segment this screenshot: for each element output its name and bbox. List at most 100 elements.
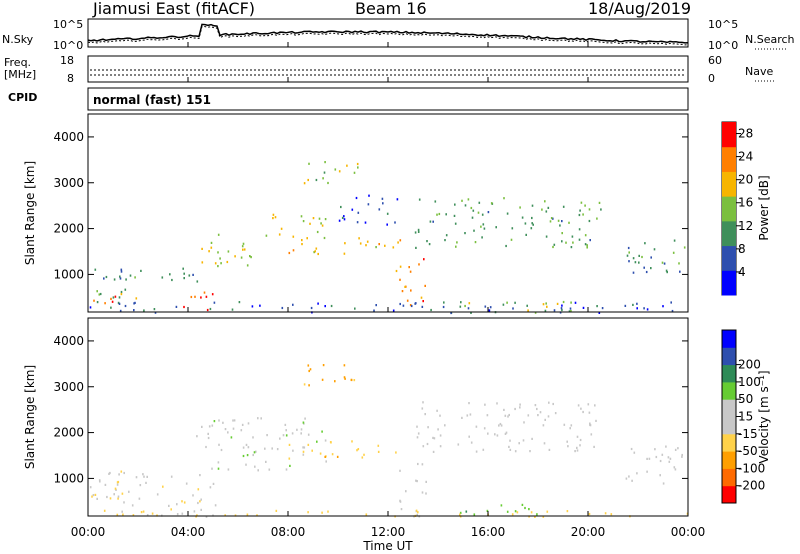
heatmap-cell xyxy=(351,208,354,211)
heatmap-cell xyxy=(486,414,489,417)
heatmap-cell xyxy=(129,274,132,277)
heatmap-cell xyxy=(212,482,215,485)
heatmap-cell xyxy=(408,266,410,269)
heatmap-cell xyxy=(317,302,319,305)
heatmap-cell xyxy=(542,303,545,306)
heatmap-cell xyxy=(256,514,258,517)
nave-label: Nave xyxy=(745,65,773,78)
heatmap-cell xyxy=(264,447,266,450)
heatmap-cell xyxy=(436,213,438,216)
heatmap-cell xyxy=(366,240,369,243)
heatmap-cell xyxy=(240,256,243,259)
heatmap-cell xyxy=(415,509,418,512)
heatmap-cell xyxy=(104,302,106,305)
heatmap-cell xyxy=(161,276,164,279)
heatmap-cell xyxy=(418,198,421,201)
heatmap-cell xyxy=(473,229,475,232)
heatmap-cell xyxy=(108,472,110,475)
heatmap-cell xyxy=(527,414,530,417)
heatmap-cell xyxy=(532,223,534,226)
heatmap-cell xyxy=(103,277,105,280)
heatmap-cell xyxy=(240,429,243,432)
heatmap-cell xyxy=(666,271,668,274)
heatmap-cell xyxy=(306,237,308,240)
heatmap-cell xyxy=(254,465,256,468)
heatmap-cell xyxy=(323,171,326,174)
heatmap-cell xyxy=(525,233,527,236)
heatmap-cell xyxy=(134,276,136,279)
heatmap-cell xyxy=(508,445,510,448)
heatmap-cell xyxy=(483,427,486,430)
heatmap-cell xyxy=(343,376,346,379)
heatmap-cell xyxy=(140,511,143,514)
heatmap-cell xyxy=(560,307,563,310)
heatmap-cell xyxy=(528,508,530,511)
heatmap-cell xyxy=(249,255,251,258)
heatmap-cell xyxy=(562,205,565,208)
heatmap-cell xyxy=(459,513,461,516)
heatmap-cell xyxy=(439,414,441,417)
heatmap-cell xyxy=(464,232,466,235)
heatmap-cell xyxy=(422,300,424,303)
heatmap-cell xyxy=(257,469,259,472)
heatmap-cell xyxy=(554,412,557,415)
heatmap-cell xyxy=(338,170,341,173)
velocity-colorbar: -200 -100 -50 -15 15 50 100 200 xyxy=(722,330,765,504)
heatmap-cell xyxy=(217,251,219,254)
heatmap-cell xyxy=(247,446,250,449)
heatmap-cell xyxy=(170,508,172,511)
heatmap-cell xyxy=(218,443,220,446)
heatmap-cell xyxy=(350,378,353,382)
velocity-colorbar-frame xyxy=(721,329,737,504)
heatmap-cell xyxy=(139,484,142,487)
heatmap-cell xyxy=(645,270,648,274)
heatmap-cell xyxy=(531,216,533,220)
heatmap-cell xyxy=(307,433,310,436)
heatmap-cell xyxy=(455,245,457,248)
heatmap-cell xyxy=(523,421,525,424)
heatmap-cell xyxy=(562,300,565,304)
heatmap-cell xyxy=(542,515,545,518)
heatmap-cell xyxy=(547,206,550,209)
heatmap-cell xyxy=(311,449,313,452)
heatmap-cell xyxy=(217,265,219,268)
heatmap-cell xyxy=(224,514,226,517)
heatmap-cell xyxy=(468,435,470,438)
heatmap-cell xyxy=(188,274,191,277)
heatmap-cell xyxy=(586,246,588,249)
velocity-ylabel: Slant Range [km] xyxy=(23,365,37,469)
heatmap-cell xyxy=(312,217,315,220)
heatmap-cell xyxy=(119,275,121,278)
heatmap-cell xyxy=(579,438,582,442)
heatmap-cell xyxy=(544,200,546,203)
heatmap-cell xyxy=(367,203,370,206)
heatmap-cell xyxy=(580,407,582,410)
freq-left-top-tick: 18 xyxy=(60,54,74,67)
heatmap-cell xyxy=(674,448,677,451)
heatmap-cell xyxy=(530,511,533,514)
heatmap-cell xyxy=(465,510,468,513)
heatmap-cell xyxy=(241,423,244,426)
heatmap-cell xyxy=(303,446,306,449)
heatmap-cell xyxy=(384,244,386,247)
heatmap-cell xyxy=(329,441,332,444)
heatmap-cell xyxy=(634,261,637,264)
heatmap-cell xyxy=(576,435,579,438)
heatmap-cell xyxy=(667,456,670,459)
heatmap-cell xyxy=(282,434,285,437)
colorbar-swatch xyxy=(722,220,736,247)
heatmap-cell xyxy=(308,162,310,165)
heatmap-cell xyxy=(93,299,95,302)
heatmap-cell xyxy=(474,241,477,244)
heatmap-cell xyxy=(514,450,517,453)
heatmap-cell xyxy=(266,434,268,437)
heatmap-cell xyxy=(343,252,346,255)
heatmap-cell xyxy=(197,501,199,505)
heatmap-cell xyxy=(234,255,236,258)
heatmap-cell xyxy=(461,416,463,419)
heatmap-cell xyxy=(453,214,456,217)
heatmap-cell xyxy=(386,212,389,215)
heatmap-cell xyxy=(220,448,223,452)
heatmap-cell xyxy=(662,482,665,485)
heatmap-cell xyxy=(570,301,572,304)
